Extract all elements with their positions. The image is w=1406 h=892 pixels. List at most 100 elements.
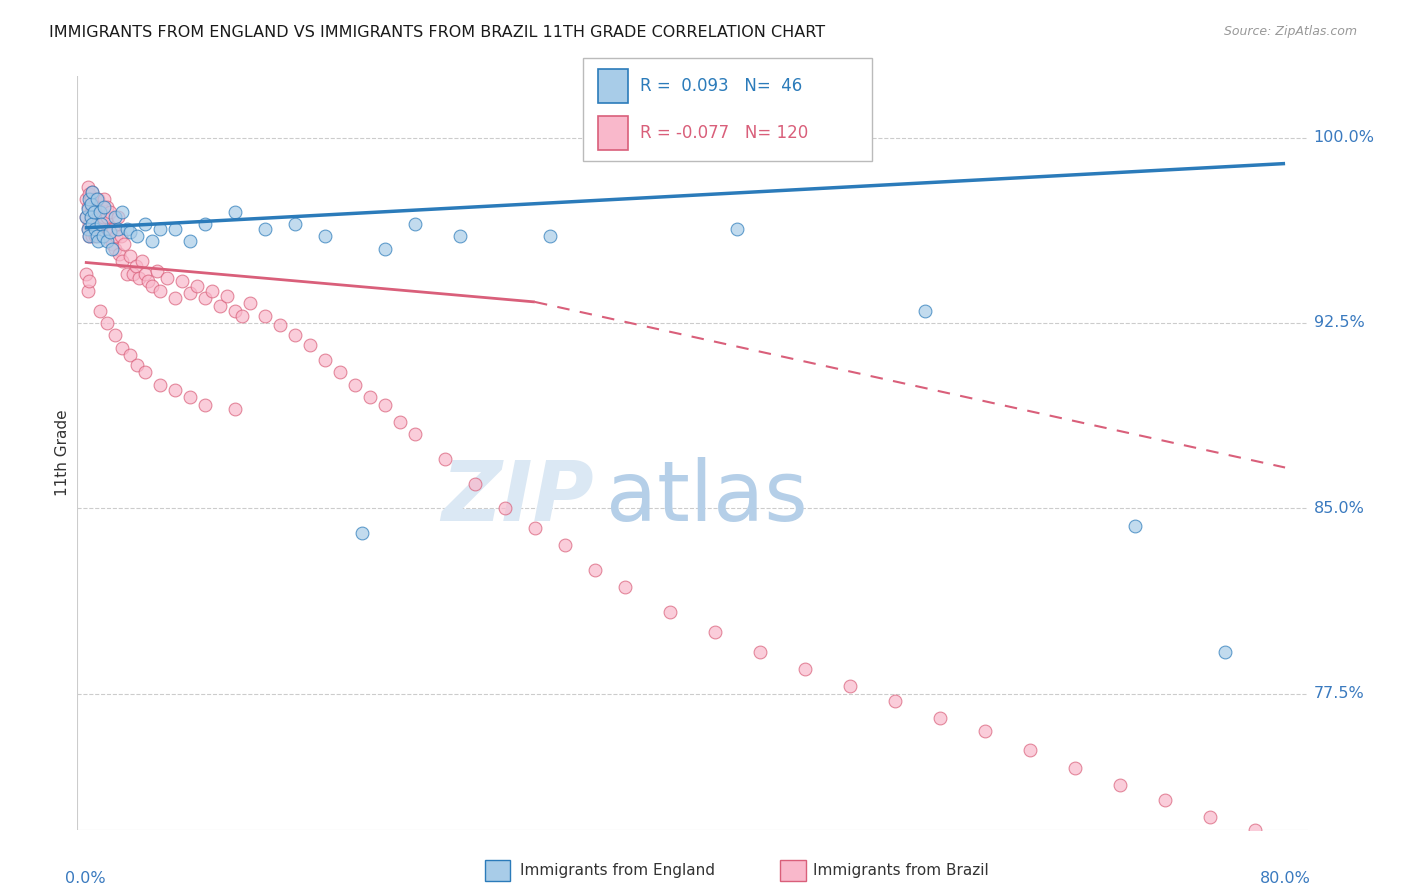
Point — [134, 267, 156, 281]
Point — [141, 278, 163, 293]
Point — [163, 291, 186, 305]
Point — [163, 222, 186, 236]
Point — [929, 711, 952, 725]
Point — [104, 328, 127, 343]
Point — [84, 222, 107, 236]
Point — [82, 229, 104, 244]
Point — [134, 365, 156, 379]
Point — [1289, 847, 1312, 862]
Point — [914, 303, 936, 318]
Point — [343, 377, 366, 392]
Point — [103, 222, 125, 236]
Point — [704, 624, 727, 639]
Point — [298, 338, 321, 352]
Point — [111, 254, 134, 268]
Point — [101, 242, 124, 256]
Point — [83, 204, 105, 219]
Text: 100.0%: 100.0% — [1313, 130, 1375, 145]
Point — [89, 204, 111, 219]
Point — [79, 217, 101, 231]
Point — [80, 193, 103, 207]
Point — [523, 521, 546, 535]
Point — [1154, 793, 1177, 807]
Point — [93, 200, 115, 214]
Point — [359, 390, 381, 404]
Point — [613, 580, 636, 594]
Point — [80, 197, 103, 211]
Point — [101, 236, 124, 251]
Point — [84, 229, 107, 244]
Point — [91, 217, 114, 231]
Point — [87, 210, 110, 224]
Point — [1019, 743, 1042, 757]
Point — [224, 204, 246, 219]
Point — [404, 427, 426, 442]
Point — [104, 242, 127, 256]
Point — [1334, 860, 1357, 874]
Point — [253, 309, 276, 323]
Point — [111, 204, 134, 219]
Point — [253, 222, 276, 236]
Point — [82, 185, 104, 199]
Text: R = -0.077   N= 120: R = -0.077 N= 120 — [640, 124, 808, 143]
Point — [84, 210, 107, 224]
Point — [839, 679, 862, 693]
Point — [1109, 778, 1132, 792]
Point — [125, 259, 148, 273]
Point — [231, 309, 253, 323]
Point — [115, 267, 138, 281]
Point — [749, 645, 772, 659]
Text: atlas: atlas — [606, 458, 808, 539]
Point — [97, 222, 120, 236]
Point — [118, 249, 141, 263]
Point — [329, 365, 352, 379]
Point — [269, 318, 291, 333]
Point — [79, 229, 101, 244]
Point — [118, 348, 141, 362]
Point — [239, 296, 262, 310]
Text: ZIP: ZIP — [441, 458, 595, 539]
Point — [433, 451, 456, 466]
Point — [98, 225, 121, 239]
Y-axis label: 11th Grade: 11th Grade — [55, 409, 70, 496]
Point — [86, 222, 108, 236]
Point — [449, 229, 471, 244]
Point — [1123, 518, 1146, 533]
Point — [83, 217, 105, 231]
Point — [96, 210, 118, 224]
Point — [208, 299, 231, 313]
Point — [76, 222, 98, 236]
Point — [217, 289, 239, 303]
Point — [115, 222, 138, 236]
Text: 77.5%: 77.5% — [1313, 686, 1364, 701]
Point — [314, 229, 336, 244]
Point — [658, 605, 681, 619]
Point — [96, 235, 118, 249]
Point — [179, 286, 201, 301]
Point — [107, 222, 129, 236]
Point — [96, 316, 118, 330]
Text: IMMIGRANTS FROM ENGLAND VS IMMIGRANTS FROM BRAZIL 11TH GRADE CORRELATION CHART: IMMIGRANTS FROM ENGLAND VS IMMIGRANTS FR… — [49, 25, 825, 40]
Point — [80, 210, 103, 224]
Point — [75, 267, 97, 281]
Point — [91, 229, 114, 244]
Point — [538, 229, 561, 244]
Point — [82, 185, 104, 199]
Text: 0.0%: 0.0% — [65, 871, 105, 886]
Point — [98, 204, 121, 219]
Point — [118, 225, 141, 239]
Point — [80, 204, 103, 219]
Point — [87, 193, 110, 207]
Point — [96, 200, 118, 214]
Point — [90, 217, 112, 231]
Text: Immigrants from England: Immigrants from England — [520, 863, 716, 878]
Text: 80.0%: 80.0% — [1260, 871, 1310, 886]
Point — [86, 193, 108, 207]
Point — [82, 200, 104, 214]
Point — [76, 284, 98, 298]
Point — [75, 193, 97, 207]
Point — [146, 264, 169, 278]
Point — [554, 538, 576, 552]
Point — [583, 563, 606, 577]
Point — [1199, 810, 1222, 824]
